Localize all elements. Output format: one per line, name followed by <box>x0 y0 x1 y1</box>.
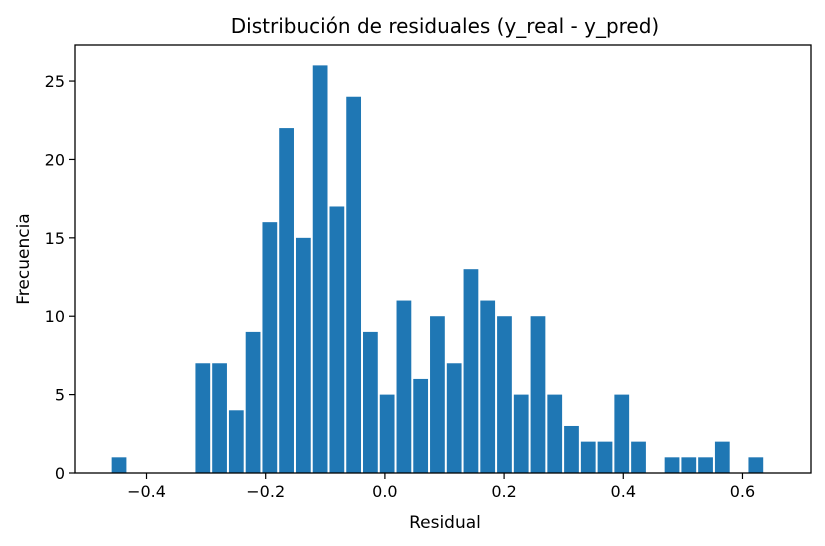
histogram-bar <box>111 457 127 473</box>
x-tick-label: 0.6 <box>730 482 755 501</box>
x-tick-label: −0.4 <box>127 482 166 501</box>
histogram-bar <box>363 331 378 473</box>
histogram-bar <box>748 457 764 473</box>
y-tick-label: 10 <box>45 307 65 326</box>
histogram-bar <box>480 300 496 473</box>
histogram-bar <box>195 363 211 473</box>
histogram-bar <box>413 378 429 473</box>
histogram-bar <box>497 316 512 473</box>
x-tick-label: 0.0 <box>372 482 397 501</box>
x-tick-label: −0.2 <box>246 482 285 501</box>
histogram-bar <box>212 363 227 473</box>
x-tick-label: 0.4 <box>611 482 636 501</box>
histogram-bar <box>547 394 563 473</box>
histogram-bar <box>430 316 445 473</box>
histogram-bar <box>279 128 294 473</box>
y-axis-ticks: 0 5 10 15 20 25 <box>45 72 75 483</box>
histogram-bar <box>564 425 579 473</box>
histogram-bar <box>580 441 596 473</box>
y-axis-label: Frecuencia <box>14 213 34 304</box>
x-axis-ticks: −0.4 −0.2 0.0 0.2 0.4 0.6 <box>127 473 755 501</box>
histogram-bar <box>631 441 646 473</box>
bars-group <box>111 65 764 474</box>
histogram-bar <box>329 206 345 474</box>
histogram-bar <box>714 441 730 473</box>
histogram-bar <box>245 331 261 473</box>
y-tick-label: 25 <box>45 72 65 91</box>
histogram-bar <box>597 441 613 473</box>
histogram-bar <box>396 300 412 473</box>
histogram-bar <box>513 394 529 473</box>
histogram-bar <box>295 237 311 473</box>
histogram-bar <box>530 316 546 473</box>
y-tick-label: 0 <box>55 464 65 483</box>
histogram-bar <box>664 457 680 473</box>
histogram-bar <box>312 65 328 473</box>
histogram-bar <box>463 269 479 473</box>
histogram-bar <box>262 222 278 473</box>
histogram-bar <box>698 457 713 473</box>
histogram-bar <box>614 394 630 473</box>
histogram-bar <box>346 96 362 474</box>
histogram-bar <box>379 394 395 473</box>
histogram-bar <box>446 363 462 473</box>
histogram-bar <box>681 457 697 473</box>
x-axis-label: Residual <box>409 513 481 533</box>
histogram-bar <box>228 410 244 473</box>
y-tick-label: 20 <box>45 150 65 169</box>
x-tick-label: 0.2 <box>491 482 516 501</box>
plot-frame <box>74 44 812 474</box>
y-tick-label: 5 <box>55 386 65 405</box>
chart-title: Distribución de residuales (y_real - y_p… <box>231 14 659 38</box>
y-tick-label: 15 <box>45 229 65 248</box>
